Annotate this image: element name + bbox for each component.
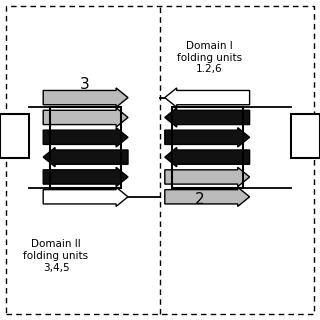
FancyArrow shape xyxy=(43,88,128,107)
FancyArrow shape xyxy=(165,187,250,206)
Text: Domain I
folding units
1.2,6: Domain I folding units 1.2,6 xyxy=(177,41,242,74)
Bar xyxy=(0,114,29,158)
FancyArrow shape xyxy=(165,128,250,147)
Text: 3: 3 xyxy=(80,77,90,92)
Text: Domain II
folding units
3,4,5: Domain II folding units 3,4,5 xyxy=(23,239,89,273)
Bar xyxy=(172,107,243,188)
FancyArrow shape xyxy=(43,108,128,127)
Bar xyxy=(291,114,320,158)
FancyArrow shape xyxy=(43,148,128,167)
Text: 2: 2 xyxy=(195,193,205,207)
FancyArrow shape xyxy=(165,148,250,167)
FancyArrow shape xyxy=(165,108,250,127)
FancyArrow shape xyxy=(43,128,128,147)
FancyArrow shape xyxy=(43,187,128,206)
FancyArrow shape xyxy=(165,167,250,187)
Bar xyxy=(50,107,121,188)
FancyArrow shape xyxy=(165,88,250,107)
FancyArrow shape xyxy=(43,167,128,187)
